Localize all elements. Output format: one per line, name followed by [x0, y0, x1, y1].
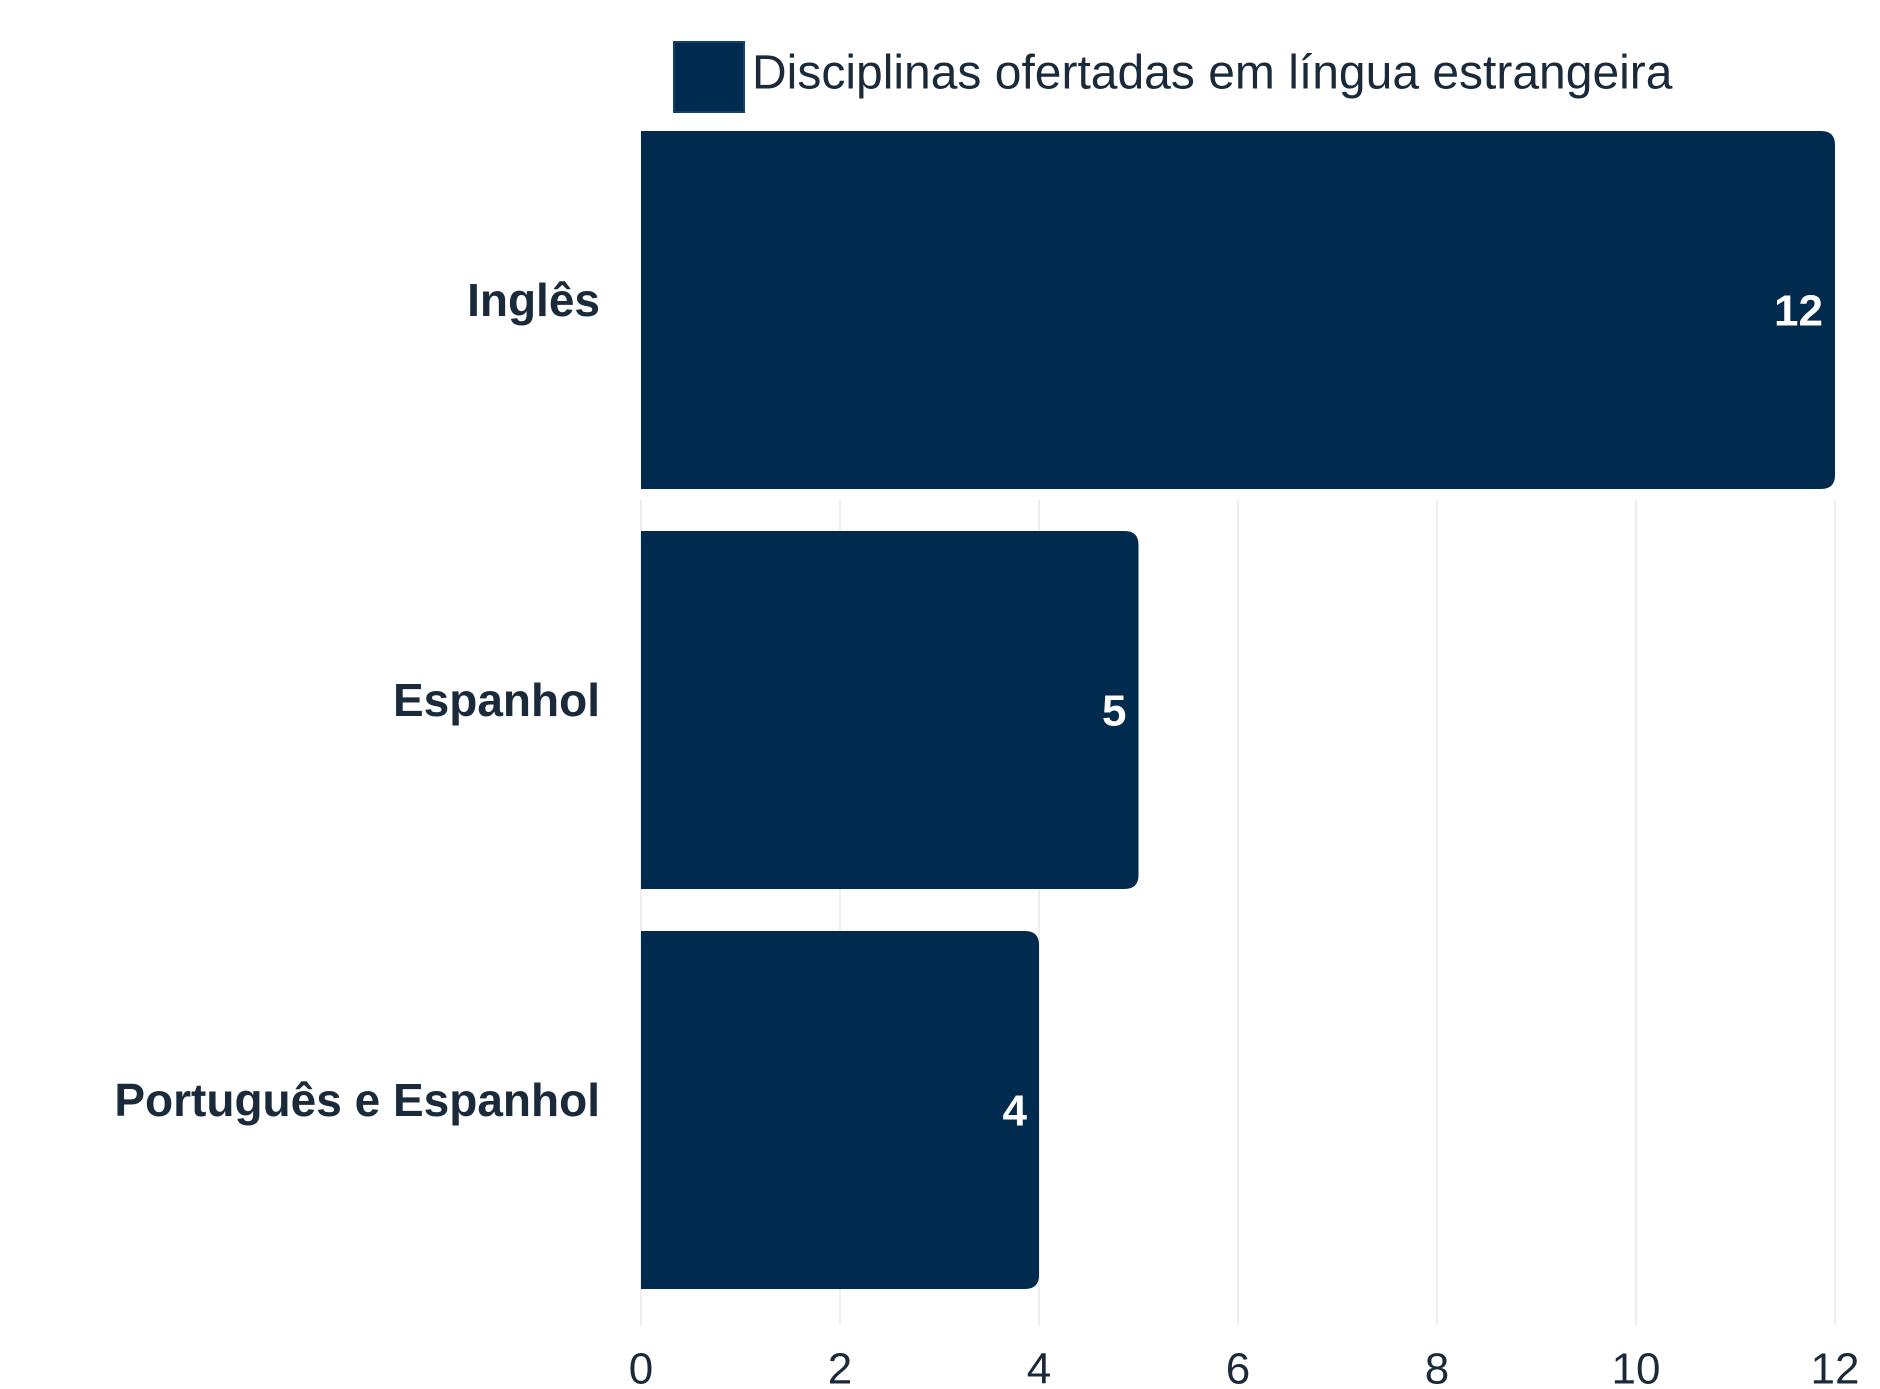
bar — [641, 131, 1835, 489]
y-tick-label: Inglês — [467, 274, 600, 326]
legend-label: Disciplinas ofertadas em língua estrange… — [752, 47, 1673, 100]
x-tick-label: 4 — [1027, 1345, 1051, 1389]
x-tick-label: 0 — [629, 1345, 653, 1389]
x-tick-label: 8 — [1425, 1345, 1449, 1389]
legend-swatch — [673, 41, 745, 113]
y-tick-label: Português e Espanhol — [114, 1074, 600, 1126]
bar — [641, 531, 1139, 889]
x-tick-label: 12 — [1811, 1345, 1860, 1389]
bar-value-label: 12 — [1774, 287, 1823, 336]
x-tick-label: 6 — [1226, 1345, 1250, 1389]
x-tick-label: 10 — [1612, 1345, 1661, 1389]
bar-value-label: 4 — [1003, 1087, 1028, 1136]
x-tick-label: 2 — [828, 1345, 852, 1389]
bar-value-label: 5 — [1102, 687, 1126, 736]
bar — [641, 931, 1039, 1289]
y-tick-label: Espanhol — [393, 674, 600, 726]
